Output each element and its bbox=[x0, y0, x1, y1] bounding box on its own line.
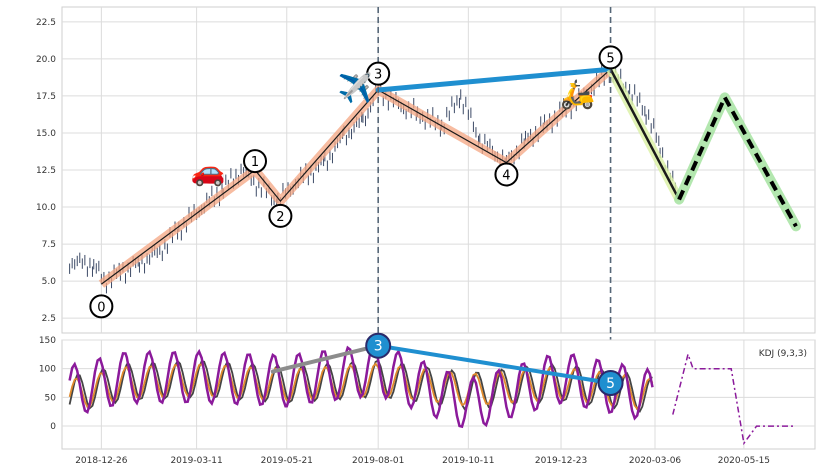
wave-label: 5 bbox=[606, 51, 614, 66]
kdj-series-line bbox=[68, 359, 653, 413]
emoji-marker: 🚗 bbox=[191, 154, 226, 187]
kdj-forecast-line bbox=[672, 351, 796, 446]
price-y-tick-label: 17.5 bbox=[36, 92, 56, 102]
x-tick-label: 2019-10-11 bbox=[442, 456, 494, 466]
wave-label: 4 bbox=[502, 168, 510, 183]
wave-label-circle bbox=[494, 162, 519, 187]
wave-label: 3 bbox=[374, 68, 382, 83]
kdj-y-tick-label: 50 bbox=[45, 393, 57, 403]
kdj-panel: 0 50 100 150 2018-12-26 2019-03-11 2019-05-21 2… bbox=[39, 332, 816, 466]
kdj-y-tick-label: 150 bbox=[39, 336, 56, 346]
trend-line bbox=[375, 66, 614, 93]
wave-label: 2 bbox=[276, 210, 284, 225]
price-y-tick-label: 5.0 bbox=[42, 277, 57, 287]
kdj-marker-label: 3 bbox=[374, 339, 383, 355]
wave-label: 1 bbox=[251, 155, 259, 170]
emoji-marker: 🛵 bbox=[560, 77, 595, 110]
divergence-line bbox=[376, 343, 613, 385]
kdj-y-tick-label: 0 bbox=[50, 422, 56, 432]
price-y-tick-label: 20.0 bbox=[36, 55, 56, 65]
price-y-tick-label: 12.5 bbox=[36, 166, 56, 176]
wave-line bbox=[101, 68, 612, 285]
price-y-tick-label: 22.5 bbox=[36, 18, 56, 28]
x-tick-label: 2018-12-26 bbox=[75, 456, 128, 466]
wave-label-circle bbox=[366, 61, 391, 86]
kdj-marker-label: 5 bbox=[606, 376, 615, 392]
kdj-marker-circle bbox=[597, 370, 624, 397]
kdj-y-tick-label: 100 bbox=[39, 365, 56, 375]
price-y-tick-label: 2.5 bbox=[42, 314, 56, 324]
price-panel: 2.5 5.0 7.5 10.0 12.5 15.0 17.5 20.0 22.5 0 1 2 3 4 5 🚗… bbox=[36, 6, 816, 449]
price-y-tick-label: 10.0 bbox=[36, 203, 56, 213]
kdj-legend-label: KDJ (9,3,3) bbox=[759, 349, 807, 359]
wave-label-circle bbox=[598, 45, 623, 70]
x-tick-label: 2020-03-06 bbox=[629, 456, 682, 466]
kdj-marker-circle bbox=[365, 332, 392, 359]
x-tick-label: 2019-12-23 bbox=[535, 456, 587, 466]
decline-line bbox=[609, 68, 681, 201]
divergence-line bbox=[270, 343, 381, 374]
price-y-tick-label: 7.5 bbox=[42, 240, 56, 250]
kdj-series-line bbox=[68, 343, 654, 429]
x-tick-label: 2020-05-15 bbox=[718, 456, 770, 466]
wave-label: 0 bbox=[97, 300, 105, 315]
x-tick-label: 2019-08-01 bbox=[352, 456, 404, 466]
price-y-tick-label: 15.0 bbox=[36, 129, 56, 139]
emoji-marker: ✈️ bbox=[338, 70, 373, 104]
forecast-line bbox=[677, 92, 798, 228]
x-tick-label: 2019-03-11 bbox=[170, 456, 222, 466]
wave-label-circle bbox=[243, 149, 268, 174]
wave-label-circle bbox=[268, 203, 293, 228]
wave-label-circle bbox=[89, 294, 114, 319]
x-tick-label: 2019-05-21 bbox=[261, 456, 313, 466]
